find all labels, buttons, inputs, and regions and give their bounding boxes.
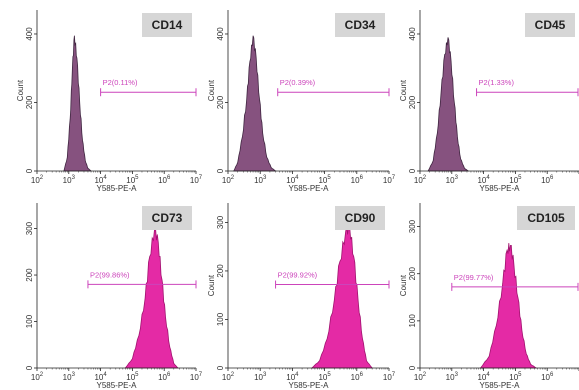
histogram-area bbox=[479, 243, 538, 369]
marker-label-box bbox=[517, 206, 575, 230]
x-tick-label: 106 bbox=[158, 175, 171, 185]
x-axis-label: Y585-PE-A bbox=[96, 381, 137, 390]
y-tick-label: 100 bbox=[216, 312, 225, 326]
x-tick-label: 104 bbox=[286, 372, 299, 382]
x-tick-label: 103 bbox=[254, 372, 267, 382]
marker-label-box bbox=[142, 206, 192, 230]
y-tick-label: 400 bbox=[408, 27, 417, 41]
histogram-area bbox=[124, 226, 179, 369]
x-tick-label: 103 bbox=[446, 175, 459, 185]
y-tick-label: 0 bbox=[25, 365, 34, 370]
y-tick-label: 0 bbox=[216, 365, 225, 370]
y-tick-label: 0 bbox=[25, 168, 34, 173]
x-tick-label: 106 bbox=[351, 372, 364, 382]
marker-title: CD105 bbox=[527, 211, 565, 225]
y-axis-label: Count bbox=[207, 79, 216, 101]
marker-title: CD45 bbox=[535, 18, 566, 32]
marker-title: CD14 bbox=[152, 18, 183, 32]
y-tick-label: 300 bbox=[408, 219, 417, 233]
x-tick-label: 103 bbox=[254, 175, 267, 185]
x-tick-label: 102 bbox=[414, 175, 427, 185]
x-tick-label: 105 bbox=[509, 372, 522, 382]
histogram-area bbox=[427, 37, 470, 172]
marker-label-box bbox=[142, 13, 192, 37]
y-axis-label: Count bbox=[399, 79, 408, 101]
x-tick-label: 105 bbox=[318, 372, 331, 382]
y-tick-label: 0 bbox=[216, 168, 225, 173]
x-tick-label: 104 bbox=[286, 175, 299, 185]
y-tick-label: 400 bbox=[25, 27, 34, 41]
x-tick-label: 103 bbox=[63, 175, 76, 185]
x-axis-label: Y585-PE-A bbox=[288, 381, 329, 390]
x-tick-label: 103 bbox=[63, 372, 76, 382]
x-tick-label: 102 bbox=[222, 175, 235, 185]
x-axis-label: Y585-PE-A bbox=[288, 184, 329, 193]
x-tick-label: 102 bbox=[31, 372, 44, 382]
gate-label: P2(99.86%) bbox=[90, 270, 130, 279]
gate-label: P2(0.11%) bbox=[103, 78, 138, 87]
x-tick-label: 102 bbox=[31, 175, 44, 185]
x-tick-label: 105 bbox=[509, 175, 522, 185]
y-tick-label: 100 bbox=[408, 314, 417, 328]
marker-title: CD73 bbox=[152, 211, 183, 225]
x-axis-label: Y585-PE-A bbox=[96, 184, 137, 193]
x-tick-label: 106 bbox=[351, 175, 364, 185]
y-axis-label: Count bbox=[399, 274, 408, 296]
y-tick-label: 300 bbox=[25, 221, 34, 235]
gate-label: P2(99.92%) bbox=[278, 271, 318, 280]
histogram-area bbox=[310, 223, 374, 369]
x-tick-label: 107 bbox=[383, 175, 396, 185]
x-tick-label: 104 bbox=[94, 175, 107, 185]
gate-label: P2(0.39%) bbox=[280, 78, 316, 87]
x-tick-label: 103 bbox=[446, 372, 459, 382]
x-tick-label: 107 bbox=[190, 372, 203, 382]
histogram-area bbox=[63, 35, 92, 172]
y-tick-label: 200 bbox=[408, 95, 417, 109]
x-tick-label: 106 bbox=[158, 372, 171, 382]
x-axis-label: Y585-PE-A bbox=[479, 381, 520, 390]
y-tick-label: 200 bbox=[25, 268, 34, 282]
x-tick-label: 104 bbox=[477, 372, 490, 382]
histogram-panel-cd90: 0 100 200 300 102 103 104 105 106 107 Y585-PE-A Cou… bbox=[207, 203, 396, 390]
x-tick-label: 106 bbox=[541, 372, 554, 382]
x-tick-label: 107 bbox=[190, 175, 203, 185]
y-tick-label: 300 bbox=[216, 215, 225, 229]
histogram-panel-cd105: 0 100 200 300 102 103 104 105 106 Y585-PE-A Count P… bbox=[399, 203, 579, 390]
x-tick-label: 102 bbox=[222, 372, 235, 382]
y-axis-label: Count bbox=[207, 274, 216, 296]
x-tick-label: 105 bbox=[126, 175, 139, 185]
y-tick-label: 200 bbox=[216, 95, 225, 109]
x-tick-label: 106 bbox=[541, 175, 554, 185]
marker-title: CD34 bbox=[345, 18, 376, 32]
x-tick-label: 105 bbox=[126, 372, 139, 382]
y-tick-label: 200 bbox=[216, 264, 225, 278]
x-tick-label: 102 bbox=[414, 372, 427, 382]
histogram-panel-cd34: 0 200 400 102 103 104 105 106 107 Y585-PE-A Count P… bbox=[207, 10, 396, 193]
x-tick-label: 107 bbox=[383, 372, 396, 382]
x-tick-label: 104 bbox=[94, 372, 107, 382]
marker-label-box bbox=[525, 13, 575, 37]
histogram-area bbox=[233, 35, 277, 172]
y-tick-label: 200 bbox=[25, 95, 34, 109]
marker-label-box bbox=[335, 13, 385, 37]
marker-title: CD90 bbox=[345, 211, 376, 225]
gate-label: P2(1.33%) bbox=[479, 78, 515, 87]
marker-label-box bbox=[335, 206, 385, 230]
x-axis-label: Y585-PE-A bbox=[479, 184, 520, 193]
histogram-panel-cd14: 0 200 400 102 103 104 105 106 107 Y585-PE-A Count P… bbox=[16, 10, 203, 193]
y-axis-label: Count bbox=[16, 79, 25, 101]
y-tick-label: 0 bbox=[408, 365, 417, 370]
x-tick-label: 104 bbox=[477, 175, 490, 185]
histogram-panel-cd73: 0 100 200 300 102 103 104 105 106 107 Y585-PE-A P2(… bbox=[25, 203, 203, 390]
gate-label: P2(99.77%) bbox=[454, 273, 494, 282]
y-tick-label: 200 bbox=[408, 266, 417, 280]
y-tick-label: 0 bbox=[408, 168, 417, 173]
y-tick-label: 100 bbox=[25, 314, 34, 328]
histogram-panel-cd45: 0 200 400 102 103 104 105 106 Y585-PE-A Count P2(1… bbox=[399, 10, 579, 193]
y-tick-label: 400 bbox=[216, 27, 225, 41]
x-tick-label: 105 bbox=[318, 175, 331, 185]
